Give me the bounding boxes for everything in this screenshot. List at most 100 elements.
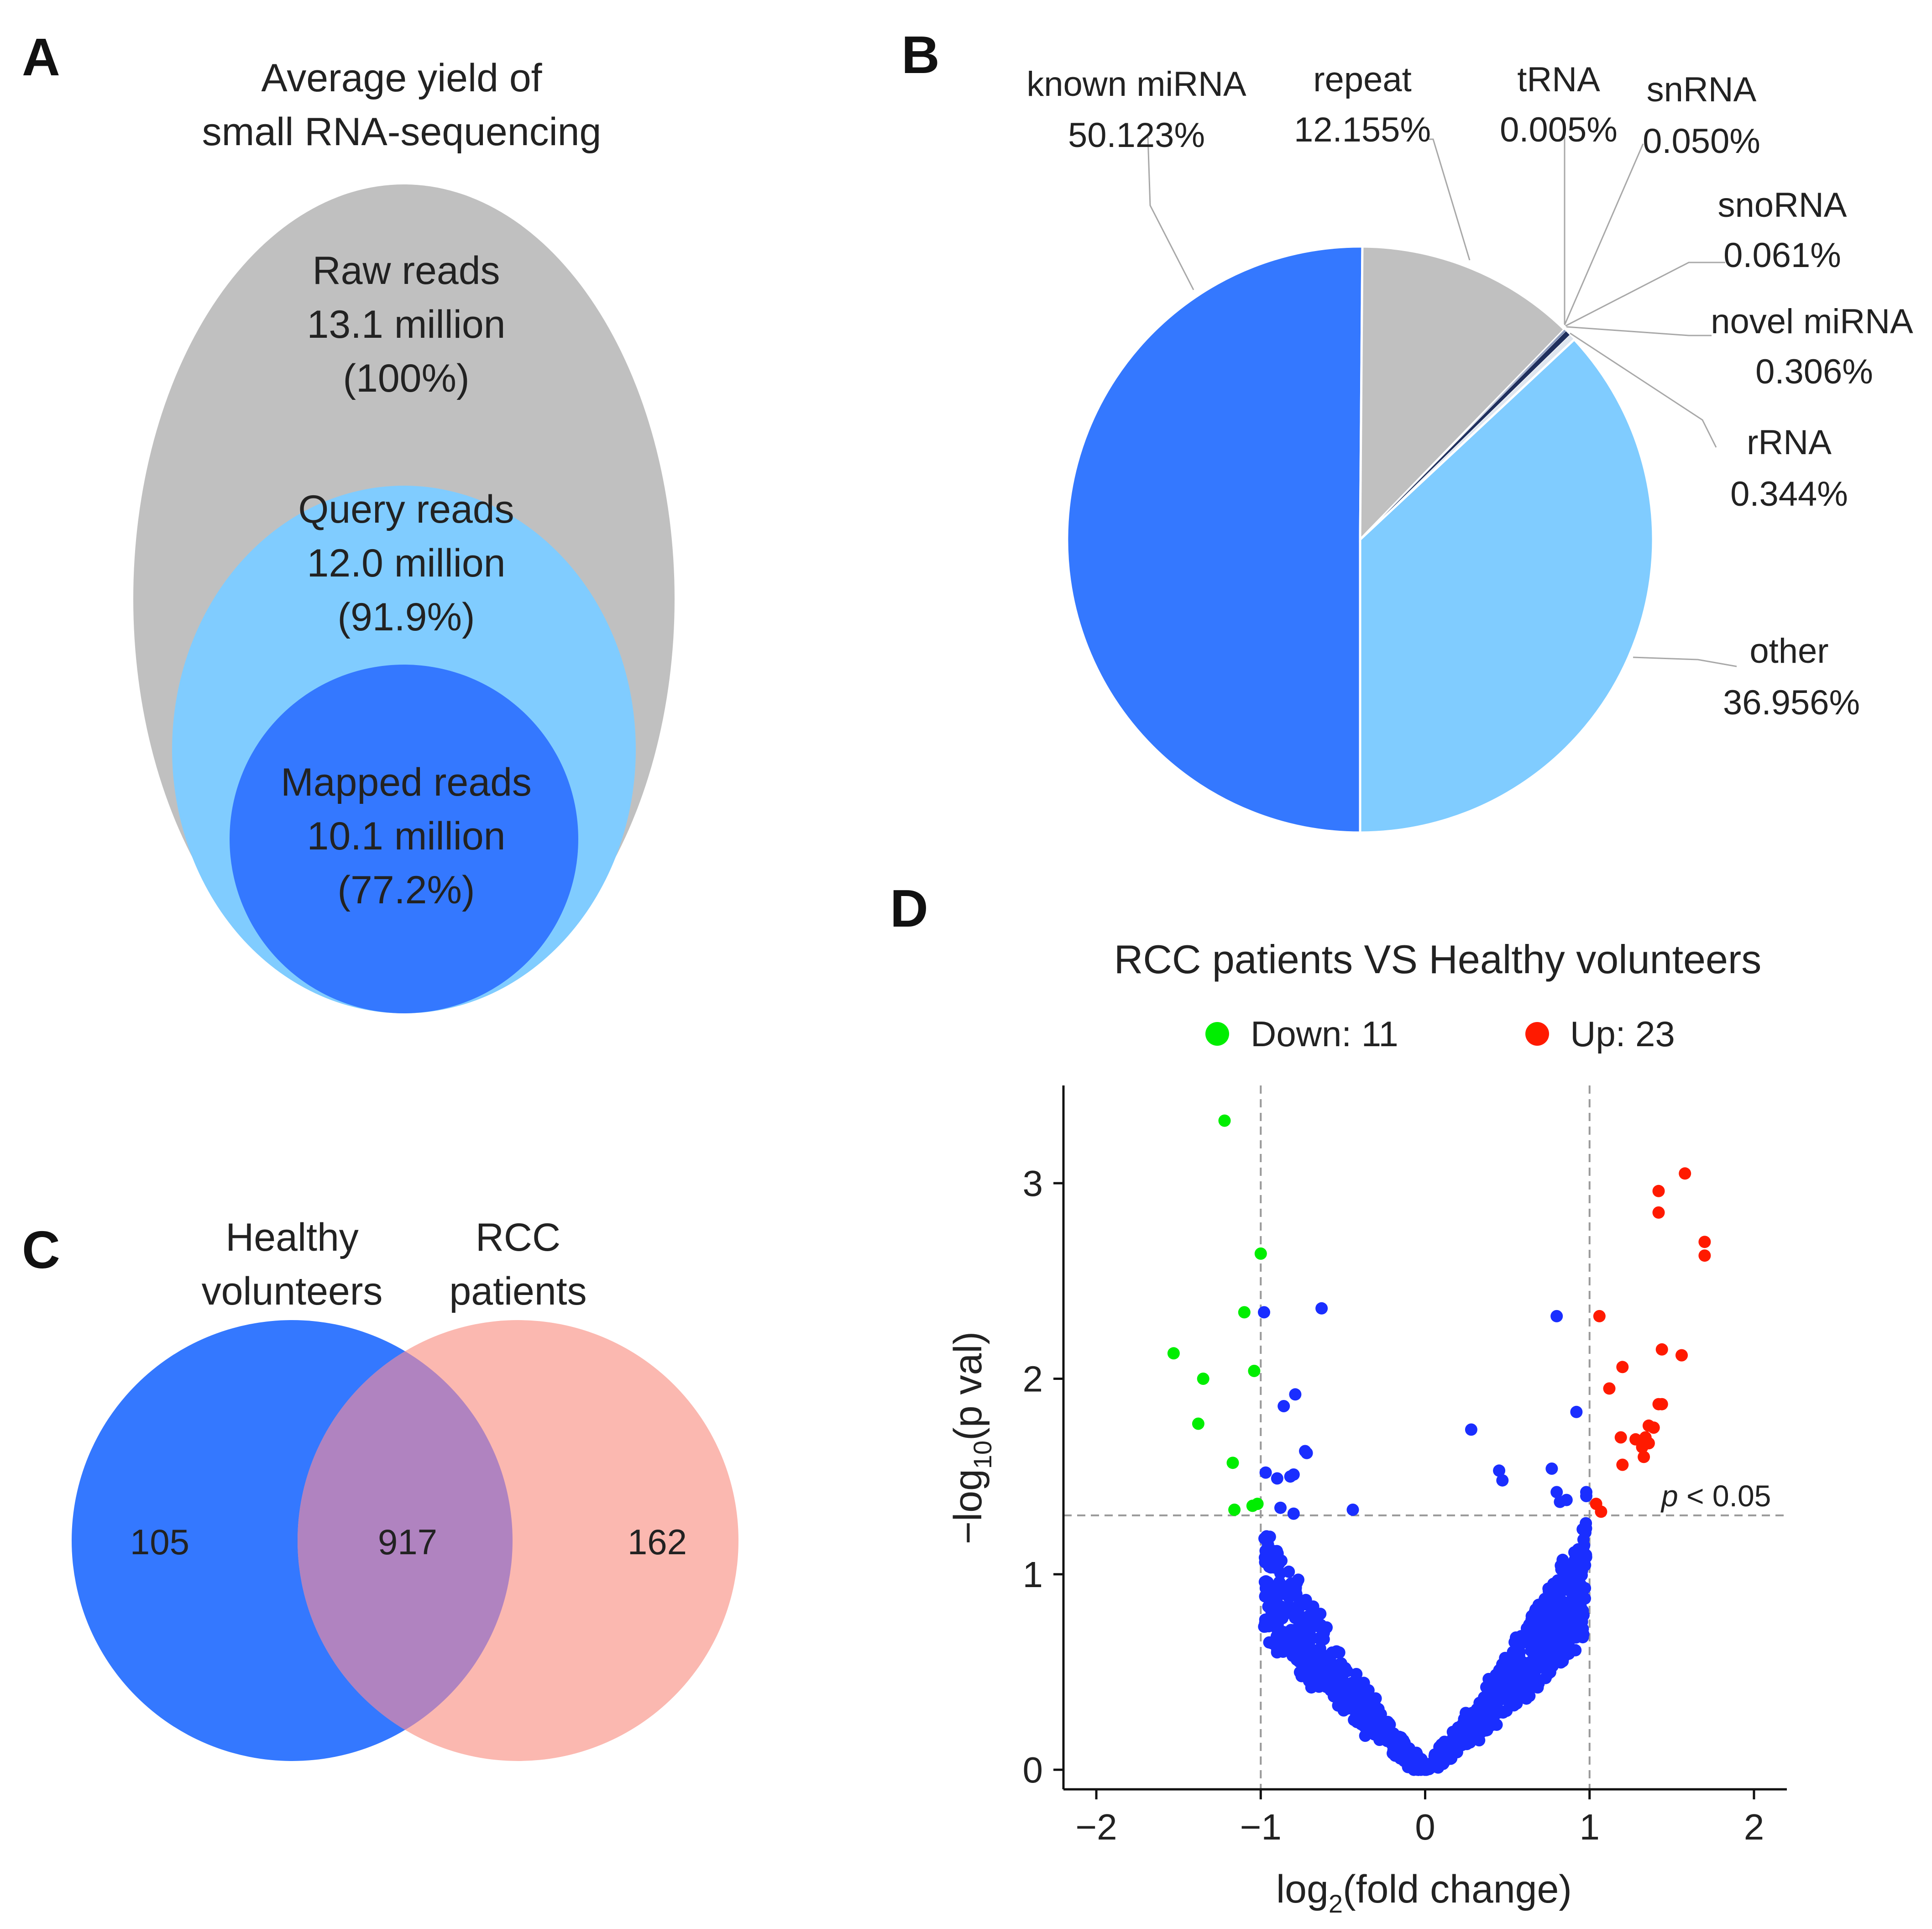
pie-label-snrna-name: snRNA bbox=[1647, 70, 1757, 109]
ns-point bbox=[1342, 1679, 1355, 1691]
ns-point bbox=[1454, 1725, 1466, 1737]
ns-point bbox=[1337, 1701, 1350, 1714]
x-axis-label: log2(fold change) bbox=[1276, 1867, 1572, 1918]
query-reads-value: 12.0 million bbox=[307, 541, 506, 585]
down-point bbox=[1226, 1457, 1239, 1469]
ns-point bbox=[1550, 1654, 1563, 1667]
ns-point bbox=[1573, 1580, 1586, 1593]
ns-point bbox=[1267, 1588, 1279, 1601]
pie-slice-repeat bbox=[1359, 245, 1566, 543]
legend-up-marker bbox=[1525, 1022, 1549, 1046]
legend-down-marker bbox=[1205, 1022, 1229, 1046]
leader-snorna bbox=[1565, 262, 1725, 327]
ns-point bbox=[1478, 1691, 1491, 1704]
ns-point bbox=[1550, 1486, 1563, 1499]
panel-a-nested-ellipses: Average yield of small RNA-sequencing Ra… bbox=[133, 56, 675, 1013]
ns-point bbox=[1499, 1651, 1512, 1664]
pie-label-rrna-name: rRNA bbox=[1747, 423, 1832, 462]
ns-point bbox=[1262, 1552, 1274, 1564]
threshold-guides bbox=[1063, 1085, 1787, 1789]
ns-point bbox=[1316, 1679, 1329, 1692]
up-point bbox=[1647, 1421, 1660, 1434]
ns-point bbox=[1516, 1669, 1529, 1682]
ns-point bbox=[1381, 1735, 1393, 1747]
up-point bbox=[1655, 1398, 1668, 1410]
x-tick-label: 0 bbox=[1415, 1807, 1435, 1847]
ns-point bbox=[1295, 1617, 1308, 1630]
ns-point bbox=[1292, 1573, 1304, 1586]
up-regulated-points bbox=[1590, 1167, 1711, 1518]
ns-point bbox=[1315, 1302, 1328, 1315]
venn-set-a-label-line1: Healthy bbox=[225, 1216, 359, 1259]
ns-point bbox=[1271, 1472, 1283, 1485]
leader-snrna bbox=[1564, 143, 1644, 325]
ns-point bbox=[1482, 1672, 1495, 1685]
volcano-axes: −2 −1 0 1 2 0 1 2 3 bbox=[1023, 1085, 1787, 1847]
ns-point bbox=[1548, 1640, 1560, 1652]
ns-point bbox=[1311, 1646, 1324, 1659]
x-axis-label-post: (fold change) bbox=[1343, 1867, 1572, 1911]
ns-point bbox=[1497, 1666, 1510, 1678]
up-point bbox=[1616, 1361, 1629, 1373]
ns-point bbox=[1496, 1474, 1509, 1487]
ns-point bbox=[1569, 1644, 1582, 1656]
ns-point bbox=[1527, 1618, 1539, 1631]
pie-slices bbox=[1066, 245, 1655, 834]
pie-label-repeat-pct: 12.155% bbox=[1294, 110, 1431, 149]
ns-point bbox=[1560, 1562, 1573, 1575]
ns-point bbox=[1303, 1628, 1316, 1640]
up-point bbox=[1639, 1431, 1652, 1444]
ns-point bbox=[1307, 1600, 1319, 1613]
x-axis-label-sub: 2 bbox=[1329, 1889, 1343, 1918]
y-axis-label-post: (p val) bbox=[946, 1331, 990, 1441]
down-point bbox=[1228, 1504, 1241, 1516]
ns-point bbox=[1259, 1466, 1272, 1479]
non-significant-points bbox=[1258, 1302, 1592, 1776]
up-point bbox=[1655, 1343, 1668, 1356]
ns-point bbox=[1509, 1652, 1522, 1665]
panel-a-title-line1: Average yield of bbox=[261, 56, 542, 100]
threshold-rest: < 0.05 bbox=[1678, 1479, 1771, 1513]
ns-point bbox=[1278, 1400, 1290, 1412]
ns-point bbox=[1274, 1567, 1287, 1579]
venn-set-a-label-line2: volunteers bbox=[202, 1269, 383, 1313]
ns-point bbox=[1419, 1762, 1432, 1775]
y-tick-label: 2 bbox=[1023, 1359, 1043, 1400]
pie-slice-other bbox=[1359, 338, 1655, 834]
ns-point bbox=[1331, 1664, 1344, 1677]
query-reads-label: Query reads bbox=[298, 487, 514, 531]
down-regulated-points bbox=[1167, 1114, 1267, 1516]
panel-d-volcano-plot: RCC patients VS Healthy volunteers Down:… bbox=[946, 937, 1787, 1918]
pie-label-known-mirna-name: known miRNA bbox=[1026, 65, 1246, 104]
ns-point bbox=[1274, 1578, 1287, 1591]
pie-label-rrna-pct: 0.344% bbox=[1730, 475, 1848, 514]
ns-point bbox=[1547, 1598, 1560, 1610]
ns-point bbox=[1561, 1635, 1574, 1648]
ns-point bbox=[1274, 1501, 1287, 1514]
ns-point bbox=[1550, 1310, 1563, 1322]
ns-point bbox=[1290, 1653, 1303, 1666]
pie-slice-known-mirna bbox=[1066, 245, 1364, 834]
threshold-label: p < 0.05 bbox=[1660, 1479, 1771, 1513]
up-point bbox=[1698, 1249, 1711, 1262]
panel-b-pie-chart: known miRNA 50.123% repeat 12.155% tRNA … bbox=[1026, 60, 1913, 834]
ns-point bbox=[1574, 1600, 1587, 1613]
up-point bbox=[1652, 1206, 1665, 1219]
x-tick-label: −2 bbox=[1075, 1807, 1117, 1847]
mapped-reads-percent: (77.2%) bbox=[337, 868, 475, 912]
pie-label-snrna-pct: 0.050% bbox=[1643, 122, 1760, 161]
leader-other bbox=[1633, 656, 1737, 667]
legend-down-label: Down: 11 bbox=[1251, 1014, 1398, 1054]
ns-point bbox=[1287, 1507, 1300, 1520]
ns-point bbox=[1564, 1582, 1576, 1594]
down-point bbox=[1197, 1373, 1209, 1385]
ns-point bbox=[1259, 1620, 1272, 1633]
ns-point bbox=[1271, 1624, 1284, 1637]
ns-point bbox=[1300, 1447, 1313, 1459]
y-axis-label-pre: −log bbox=[946, 1469, 990, 1544]
ns-point bbox=[1430, 1755, 1443, 1768]
y-tick-label: 3 bbox=[1023, 1163, 1043, 1204]
threshold-p-symbol: p bbox=[1660, 1479, 1678, 1513]
leader-rrna bbox=[1570, 332, 1717, 448]
up-point bbox=[1636, 1441, 1649, 1453]
